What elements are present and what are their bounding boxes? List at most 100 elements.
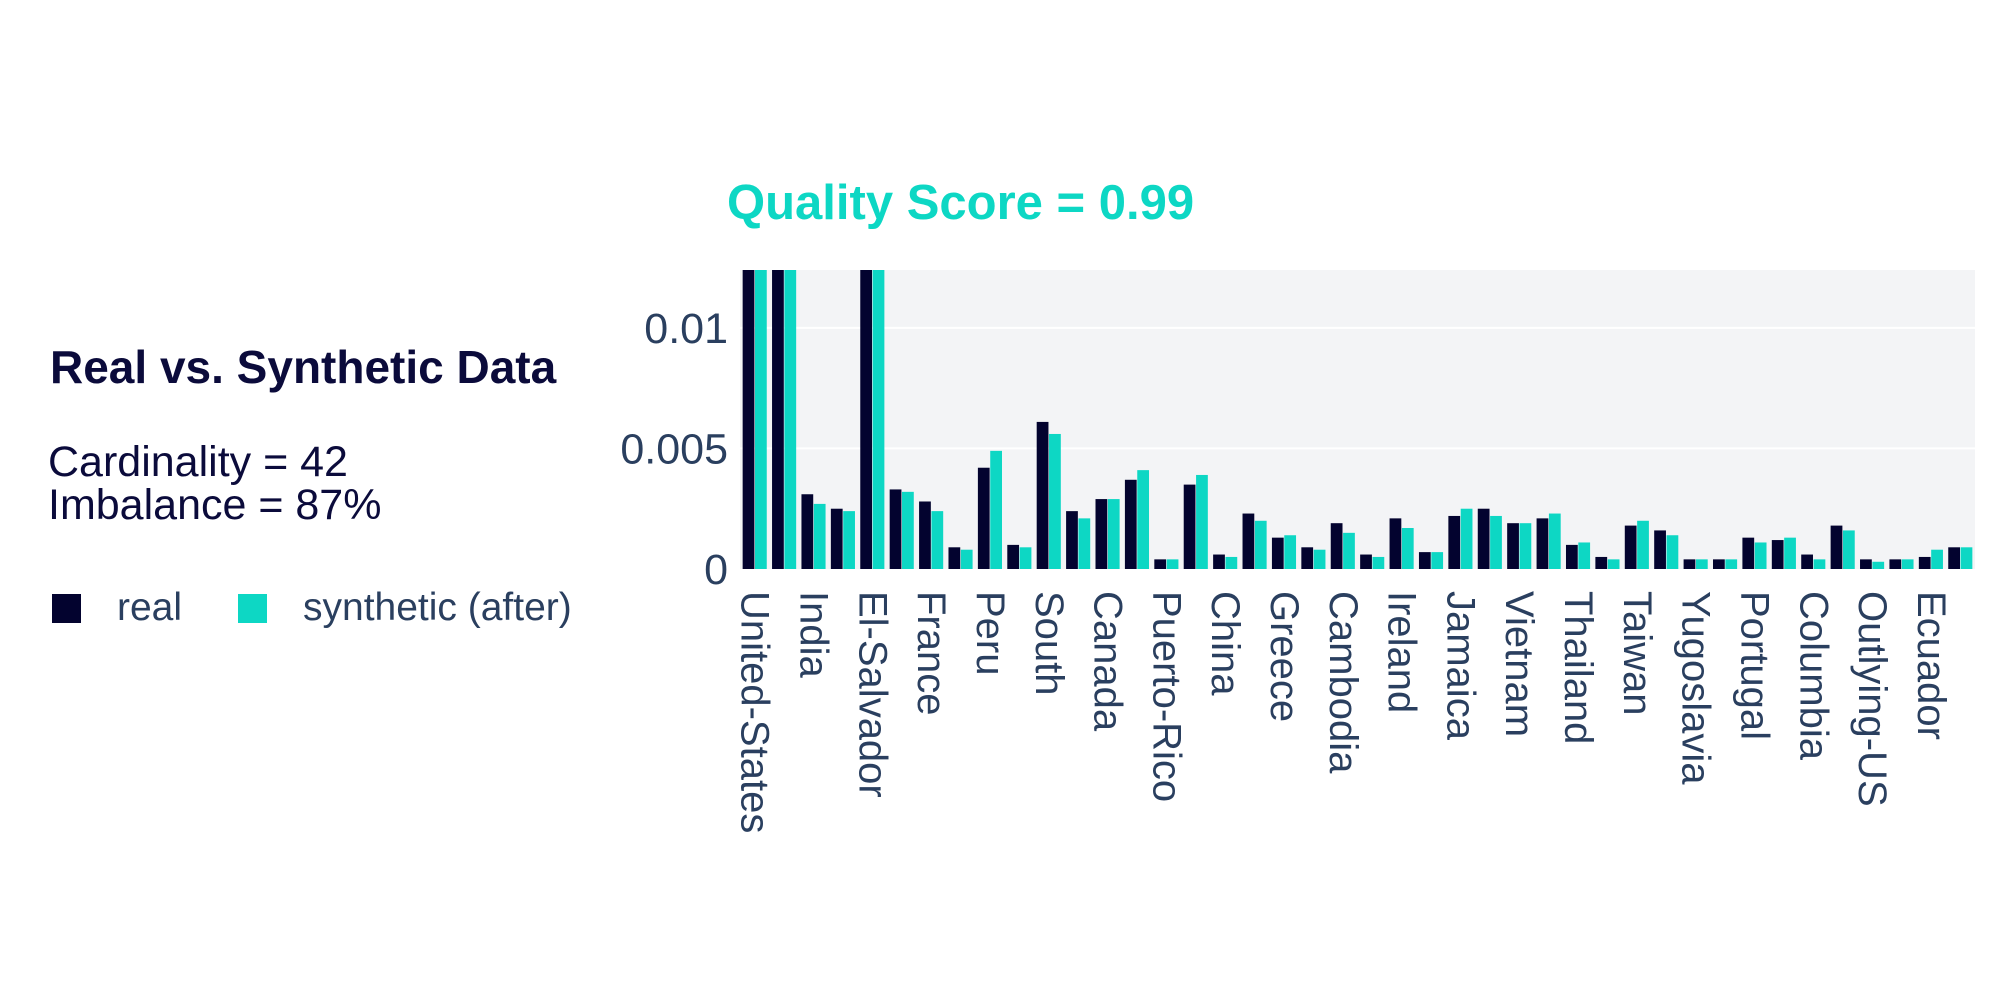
x-tick-label: El-Salvador — [850, 591, 894, 798]
x-tick-label: Canada — [1086, 591, 1130, 732]
x-tick-label: Thailand — [1556, 591, 1600, 744]
bar-synthetic-poland — [1343, 532, 1355, 569]
x-tick-label: China — [1203, 591, 1247, 696]
bar-real-thailand — [1595, 556, 1608, 569]
legend-item-synthetic[interactable]: synthetic (after) — [238, 586, 572, 630]
bar-real-south — [1066, 511, 1078, 569]
cardinality-text: Cardinality = 42 — [48, 438, 348, 486]
bar-synthetic-italy — [1166, 559, 1179, 569]
bar-synthetic-china — [1254, 520, 1267, 569]
bar-synthetic-el-salvador — [902, 491, 914, 569]
bar-real-hungary — [1742, 537, 1755, 569]
legend-swatch-real — [52, 593, 81, 623]
imbalance-text: Imbalance = 87% — [48, 481, 382, 529]
bar-synthetic-england — [990, 450, 1002, 569]
x-tick-label: United-States — [733, 591, 777, 833]
bar-synthetic-peru — [1019, 547, 1032, 569]
bar-synthetic-dominican-republic — [1049, 433, 1061, 569]
x-tick-label: Ireland — [1380, 591, 1424, 713]
legend-label-synthetic: synthetic (after) — [303, 586, 572, 629]
legend-item-real[interactable]: real — [52, 586, 182, 630]
bar-synthetic-ireland — [1431, 552, 1444, 569]
quality-score: Quality Score = 0.99 — [727, 176, 1195, 230]
bar-real-nicaragua — [1448, 515, 1461, 569]
bar-real-ecuador — [1948, 547, 1961, 569]
bar-real-cuba — [919, 501, 931, 569]
bar-real-holand-netherlands — [1860, 559, 1872, 569]
x-tick-label: Columbia — [1791, 591, 1835, 761]
bar-real-cambodia — [1360, 554, 1372, 569]
bar-real-united-states — [742, 270, 755, 569]
x-tick-label: Ecuador — [1909, 591, 1953, 740]
bar-synthetic-unknown — [1931, 549, 1943, 569]
bar-synthetic-south — [1078, 518, 1091, 569]
x-tick-label: Portugal — [1732, 591, 1776, 740]
bar-synthetic-greece — [1313, 549, 1326, 569]
bar-real-portugal — [1771, 540, 1784, 569]
bar-synthetic-puerto-rico — [1196, 474, 1208, 569]
bar-real-el-salvador — [889, 489, 902, 569]
bar-real-outlying-us — [1889, 559, 1902, 569]
x-tick-label: Puerto-Rico — [1144, 591, 1188, 802]
chart-side-title: Real vs. Synthetic Data — [50, 341, 557, 393]
x-tick-label: Peru — [968, 591, 1012, 675]
bar-synthetic-honduras — [1813, 559, 1826, 569]
bar-synthetic-germany — [872, 270, 885, 569]
bar-real-mexico — [772, 270, 784, 569]
bar-real-dominican-republic — [1036, 421, 1049, 569]
bar-real-peru — [1007, 544, 1020, 569]
bar-real-ireland — [1418, 552, 1431, 569]
bar-real-france — [948, 547, 961, 569]
x-tick-label: Outlying-US — [1850, 591, 1894, 807]
x-tick-label: Jamaica — [1438, 591, 1482, 741]
bar-real-england — [977, 467, 990, 569]
bar-real-columbia — [1830, 525, 1843, 569]
bar-real-laos — [1565, 544, 1578, 569]
bar-synthetic-outlying-us — [1901, 559, 1914, 569]
x-tick-label: Vietnam — [1497, 591, 1541, 737]
y-tick-label: 0.005 — [620, 425, 728, 473]
bar-synthetic-mexico — [784, 270, 797, 569]
bar-real-india — [830, 508, 843, 569]
bar-synthetic-portugal — [1784, 537, 1796, 569]
bar-synthetic-hong — [1637, 520, 1649, 569]
bar-synthetic-jamaica — [1490, 515, 1502, 569]
bar-synthetic-yugoslavia — [1725, 559, 1738, 569]
bar-synthetic-columbia — [1842, 530, 1855, 569]
x-tick-label: South — [1027, 591, 1071, 696]
bar-synthetic-japan — [1284, 535, 1297, 569]
x-tick-label: France — [909, 591, 953, 716]
x-tick-label: Greece — [1262, 591, 1306, 722]
bar-real-unknown — [1918, 556, 1931, 569]
bar-synthetic-india — [843, 511, 855, 569]
bar-real-guatemala — [1095, 499, 1108, 569]
bar-synthetic-holand-netherlands — [1872, 561, 1885, 569]
bar-synthetic-taiwan — [1666, 535, 1679, 569]
bar-real-haiti — [1507, 523, 1519, 569]
y-tick-label: 0.01 — [644, 305, 728, 353]
bar-synthetic-canada — [1137, 470, 1150, 569]
bar-real-philippines — [801, 494, 814, 569]
bar-synthetic-united-states — [754, 270, 767, 569]
bar-real-italy — [1154, 559, 1167, 569]
bar-real-hong — [1624, 525, 1637, 569]
bar-synthetic-ecuador — [1960, 547, 1973, 569]
plot-area — [740, 270, 1975, 569]
bar-real-iran — [1213, 554, 1225, 569]
y-tick-label: 0 — [704, 546, 728, 594]
bar-synthetic-haiti — [1519, 523, 1532, 569]
bar-synthetic-nicaragua — [1460, 508, 1473, 569]
bar-real-taiwan — [1654, 530, 1666, 569]
x-tick-label: India — [792, 591, 836, 678]
bar-synthetic-philippines — [813, 503, 826, 569]
bar-synthetic-hungary — [1754, 542, 1767, 569]
bar-real-honduras — [1801, 554, 1813, 569]
legend-swatch-synthetic — [238, 593, 267, 623]
bar-synthetic-iran — [1225, 556, 1238, 569]
bar-real-jamaica — [1477, 508, 1490, 569]
bar-synthetic-guatemala — [1107, 499, 1120, 569]
x-tick-label: Taiwan — [1615, 591, 1659, 716]
bar-real-yugoslavia — [1713, 559, 1725, 569]
bar-real-vietnam — [1536, 518, 1549, 569]
bar-real-scotland — [1389, 518, 1402, 569]
